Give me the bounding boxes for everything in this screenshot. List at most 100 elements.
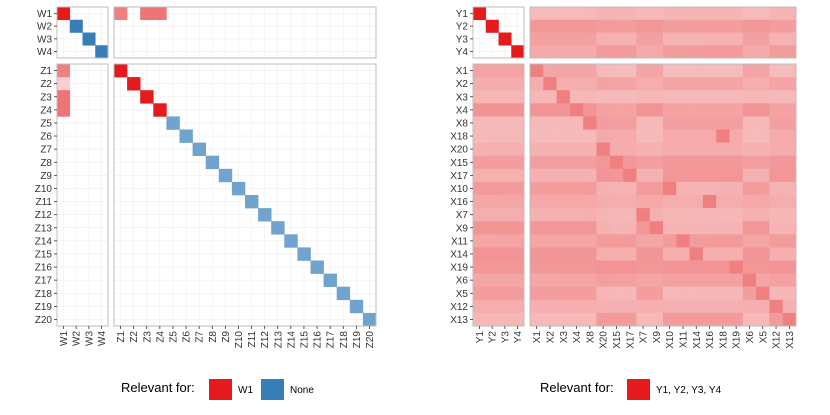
heatmap-cell <box>729 312 744 327</box>
heatmap-cell <box>485 299 499 314</box>
heatmap-cell <box>556 181 571 196</box>
heatmap-cell <box>729 273 744 287</box>
heatmap-cell <box>729 155 744 170</box>
x-tick-label: Y2 <box>488 331 499 344</box>
heatmap-cell <box>756 208 770 222</box>
heatmap-cell <box>782 116 797 130</box>
heatmap-cell <box>596 247 611 261</box>
heatmap-cell <box>756 32 770 46</box>
heatmap-cell <box>716 208 730 222</box>
heatmap-cell <box>349 299 364 314</box>
heatmap-cell <box>485 155 499 170</box>
heatmap-cell <box>530 208 544 222</box>
heatmap-cell <box>127 77 141 91</box>
heatmap-cell <box>756 45 770 59</box>
y-tick-label: Z15 <box>35 249 53 260</box>
heatmap-cell <box>609 208 624 222</box>
heatmap-cell <box>676 181 690 196</box>
heatmap-cell <box>782 234 797 248</box>
heatmap-cell <box>636 7 650 21</box>
x-tick-label: Z7 <box>195 331 206 343</box>
heatmap-cell <box>636 129 650 143</box>
x-tick-label: X5 <box>758 331 769 344</box>
heatmap-cell <box>569 7 584 21</box>
x-tick-label: Z2 <box>129 331 140 343</box>
y-tick-label: Z10 <box>35 184 53 195</box>
heatmap-cell <box>636 64 650 78</box>
x-tick-label: X4 <box>572 331 583 344</box>
heatmap-cell <box>556 45 571 59</box>
heatmap-cell <box>485 142 499 156</box>
y-tick-label: Z8 <box>40 158 52 169</box>
heatmap-cell <box>729 260 744 274</box>
heatmap-cell <box>530 181 544 196</box>
heatmap-cell <box>676 208 690 222</box>
heatmap-cell <box>742 273 757 287</box>
heatmap-cell <box>623 208 637 222</box>
heatmap-cell <box>473 142 487 156</box>
heatmap-cell <box>530 45 544 59</box>
panel-bottom-left-border <box>472 63 525 327</box>
heatmap-cell <box>623 45 637 59</box>
heatmap-cell <box>596 168 611 183</box>
heatmap-cell <box>556 64 571 78</box>
heatmap-cell <box>543 129 557 143</box>
heatmap-cell <box>676 247 690 261</box>
heatmap-cell <box>556 221 571 235</box>
heatmap-cell <box>729 90 744 104</box>
heatmap-cell <box>95 45 109 59</box>
legend-left: Relevant for: W1 None <box>121 379 314 400</box>
y-tick-label: Z5 <box>40 118 52 129</box>
heatmap-cell <box>663 45 677 59</box>
heatmap-cell <box>676 19 690 33</box>
heatmap-cell <box>511 195 525 209</box>
heatmap-cell <box>556 155 571 170</box>
heatmap-cell <box>636 273 650 287</box>
heatmap-cell <box>530 195 544 209</box>
heatmap-cell <box>742 142 757 156</box>
heatmap-cell <box>284 234 298 248</box>
x-tick-label: X3 <box>559 331 570 344</box>
heatmap-cell <box>556 260 571 274</box>
heatmap-cell <box>729 168 744 183</box>
heatmap-cell <box>556 299 571 314</box>
x-tick-label: W3 <box>84 331 95 346</box>
heatmap-cell <box>498 234 512 248</box>
heatmap-cell <box>756 64 770 78</box>
legend-left-swatch-1 <box>209 379 232 400</box>
heatmap-cell <box>769 32 783 46</box>
x-tick-label: X2 <box>545 331 556 344</box>
heatmap-cell <box>756 90 770 104</box>
panel-top-left <box>56 6 109 59</box>
heatmap-cell <box>623 234 637 248</box>
x-tick-label: X1 <box>532 331 543 344</box>
x-tick-label: X18 <box>718 331 729 349</box>
heatmap-cell <box>742 155 757 170</box>
heatmap-cell <box>676 7 690 21</box>
heatmap-cell <box>511 168 525 183</box>
heatmap-cell <box>569 299 584 314</box>
panel-top-right <box>529 6 797 59</box>
heatmap-cell <box>676 195 690 209</box>
panel-top-left <box>472 6 525 59</box>
heatmap-cell <box>702 312 717 327</box>
heatmap-cell <box>636 116 650 130</box>
heatmap-cell <box>636 19 650 33</box>
heatmap-cell <box>511 155 525 170</box>
heatmap-cell <box>473 208 487 222</box>
heatmap-cell <box>623 221 637 235</box>
heatmap-cell <box>556 32 571 46</box>
heatmap-cell <box>769 312 783 327</box>
x-tick-label: Z14 <box>286 331 297 349</box>
heatmap-cell <box>729 129 744 143</box>
heatmap-cell <box>689 155 704 170</box>
heatmap-cell <box>609 103 624 117</box>
heatmap-cell <box>689 77 704 91</box>
heatmap-cell <box>729 195 744 209</box>
heatmap-cell <box>583 116 597 130</box>
heatmap-cell <box>663 208 677 222</box>
heatmap-cell <box>623 312 637 327</box>
heatmap-cell <box>596 181 611 196</box>
heatmap-cell <box>716 129 730 143</box>
heatmap-cell <box>782 45 797 59</box>
